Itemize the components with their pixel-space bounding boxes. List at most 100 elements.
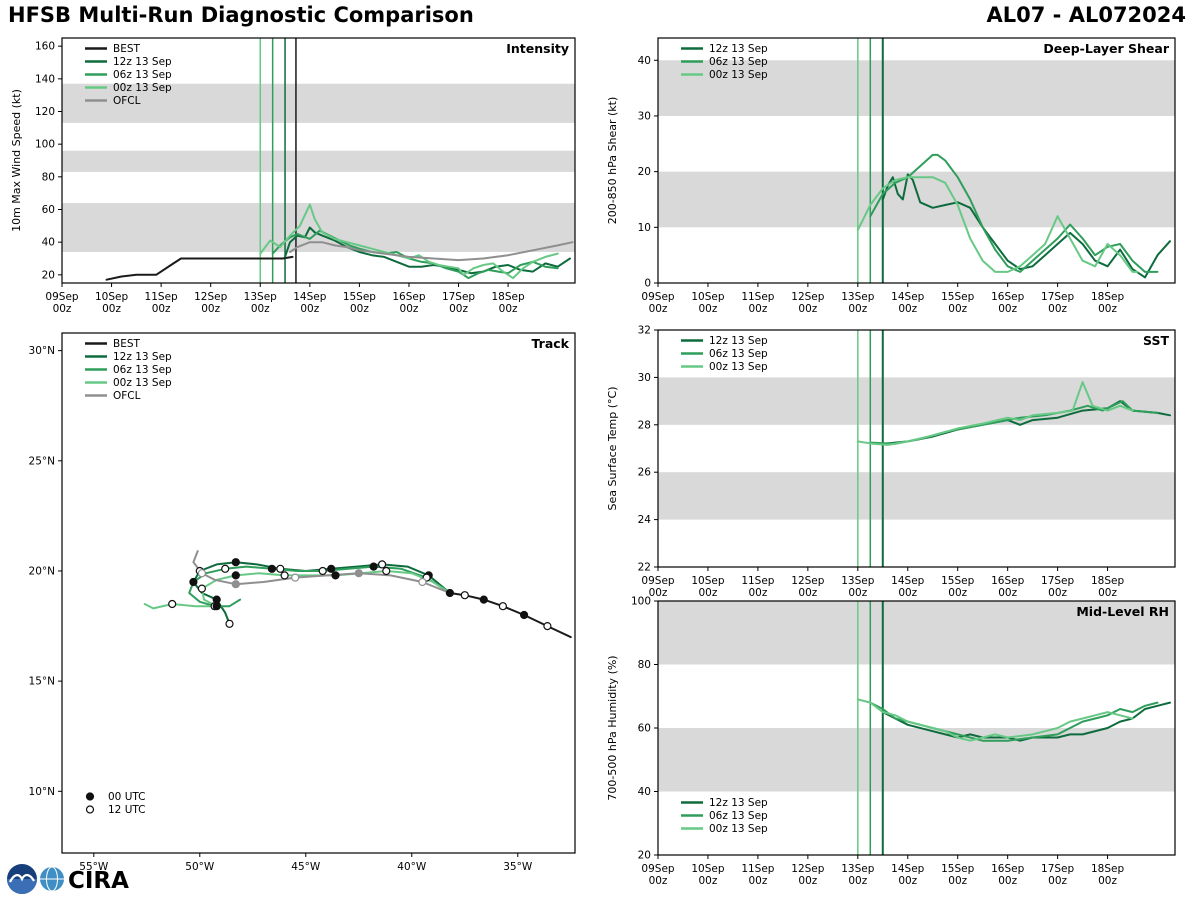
shear-ytick-label: 40 <box>638 55 651 67</box>
shear-xtick-label: 09Sep 00z <box>641 291 674 315</box>
chart-panels: 09Sep 00z 10Sep 00z 11Sep 00z 12Sep 00z 13Sep 00z… <box>10 37 1176 887</box>
intensity-ytick-label: 100 <box>35 139 55 151</box>
storm-id: AL07 - AL072024 <box>986 3 1187 27</box>
sst-ytick-label: 32 <box>638 325 651 337</box>
track-marker <box>460 591 469 600</box>
track-marker <box>197 569 206 578</box>
intensity-legend-label: 06z 13 Sep <box>113 69 172 81</box>
track-marker <box>212 602 221 611</box>
rh-ytick-label: 80 <box>638 659 651 671</box>
intensity-xtick-label: 12Sep 00z <box>194 291 227 315</box>
track-marker <box>212 595 221 604</box>
rh-xtick-label: 17Sep 00z <box>1041 863 1074 887</box>
track-marker <box>543 621 552 631</box>
rh-panel-title: Mid-Level RH <box>1076 604 1169 619</box>
intensity-ytick-label: 20 <box>42 269 55 281</box>
noaa-logo <box>7 864 37 894</box>
intensity-xtick-label: 16Sep 00z <box>392 291 425 315</box>
track-legend-label: OFCL <box>113 390 141 402</box>
sst-xtick-label: 16Sep 00z <box>991 575 1024 599</box>
sst-xtick-label: 11Sep 00z <box>741 575 774 599</box>
track-panel: 55°W 50°W 45°W 40°W 35°W 10°N 15°N 20°N 25°N 30°N… <box>29 332 576 873</box>
intensity-ytick-label: 60 <box>42 204 55 216</box>
sst-ytick-label: 28 <box>638 419 651 431</box>
track-marker <box>498 602 507 611</box>
track-marker <box>221 564 230 573</box>
sst-xtick-label: 14Sep 00z <box>891 575 924 599</box>
track-marker <box>231 571 240 580</box>
track-marker <box>369 562 378 571</box>
sst-series-r00 <box>856 381 1134 446</box>
intensity-legend-label: BEST <box>113 43 141 55</box>
track-marker <box>280 571 289 580</box>
shear-legend-label: 00z 13 Sep <box>709 69 768 81</box>
intensity-xtick-label: 18Sep 00z <box>492 291 525 315</box>
track-panel-title: Track <box>532 336 570 351</box>
track-series-r00 <box>143 570 451 610</box>
rh-xtick-label: 09Sep 00z <box>641 863 674 887</box>
track-marker <box>231 580 240 589</box>
sst-xtick-label: 15Sep 00z <box>941 575 974 599</box>
track-legend-label: 06z 13 Sep <box>113 364 172 376</box>
track-marker <box>225 619 234 628</box>
intensity-ytick-label: 80 <box>42 171 55 183</box>
page-title: HFSB Multi-Run Diagnostic Comparison <box>8 3 474 27</box>
track-marker <box>276 564 285 573</box>
rh-ytick-label: 20 <box>638 850 651 862</box>
rh-ylabel: 700-500 hPa Humidity (%) <box>606 655 619 800</box>
intensity-ytick-label: 40 <box>42 237 55 249</box>
sst-legend-label: 00z 13 Sep <box>709 361 768 373</box>
shear-xtick-label: 18Sep 00z <box>1091 291 1124 315</box>
intensity-legend-label: 00z 13 Sep <box>113 82 172 94</box>
track-marker <box>519 610 529 620</box>
track-marker <box>354 569 363 578</box>
intensity-panel: 09Sep 00z 10Sep 00z 11Sep 00z 12Sep 00z 13Sep 00z… <box>10 37 576 315</box>
rh-ytick-label: 40 <box>638 786 651 798</box>
rh-legend-label: 00z 13 Sep <box>709 823 768 835</box>
shear-legend-label: 12z 13 Sep <box>709 43 768 55</box>
track-marker <box>479 595 488 604</box>
intensity-xtick-label: 10Sep 00z <box>95 291 128 315</box>
sst-xtick-label: 09Sep 00z <box>641 575 674 599</box>
sst-ytick-label: 26 <box>638 467 652 479</box>
intensity-legend-label: OFCL <box>113 95 141 107</box>
shear-series-r12 <box>881 173 1171 279</box>
intensity-xtick-label: 09Sep 00z <box>45 291 78 315</box>
sst-panel-title: SST <box>1143 333 1169 348</box>
track-series-r12 <box>192 561 451 625</box>
track-marker <box>445 588 454 598</box>
track-xtick-label: 45°W <box>291 861 321 873</box>
track-legend-label: 12z 13 Sep <box>113 351 172 363</box>
track-marker <box>327 564 336 573</box>
rh-xtick-label: 15Sep 00z <box>941 863 974 887</box>
track-legend-label: BEST <box>113 338 141 350</box>
rh-panel: 09Sep 00z 10Sep 00z 11Sep 00z 12Sep 00z 13Sep 00z… <box>606 596 1176 887</box>
track-marker <box>418 577 427 587</box>
rh-xtick-label: 10Sep 00z <box>691 863 724 887</box>
track-legend-label: 12 UTC <box>108 804 146 816</box>
shear-series-r00 <box>856 176 1139 273</box>
intensity-xtick-label: 11Sep 00z <box>145 291 178 315</box>
intensity-xtick-label: 15Sep 00z <box>343 291 376 315</box>
track-marker <box>231 558 240 567</box>
track-marker <box>267 564 276 573</box>
shear-ytick-label: 30 <box>638 110 651 122</box>
sst-xtick-label: 13Sep 00z <box>841 575 874 599</box>
shear-ytick-label: 20 <box>638 166 651 178</box>
track-ytick-label: 15°N <box>29 676 55 688</box>
sst-panel: 09Sep 00z 10Sep 00z 11Sep 00z 12Sep 00z 13Sep 00z… <box>606 325 1176 599</box>
intensity-legend-label: 12z 13 Sep <box>113 56 172 68</box>
intensity-xtick-label: 13Sep 00z <box>244 291 277 315</box>
shear-legend-label: 06z 13 Sep <box>709 56 768 68</box>
sst-ytick-label: 30 <box>638 372 651 384</box>
track-xtick-label: 35°W <box>503 861 533 873</box>
track-marker <box>378 560 387 569</box>
rh-ytick-label: 100 <box>631 596 651 608</box>
sst-legend-label: 12z 13 Sep <box>709 335 768 347</box>
track-marker <box>197 584 206 593</box>
